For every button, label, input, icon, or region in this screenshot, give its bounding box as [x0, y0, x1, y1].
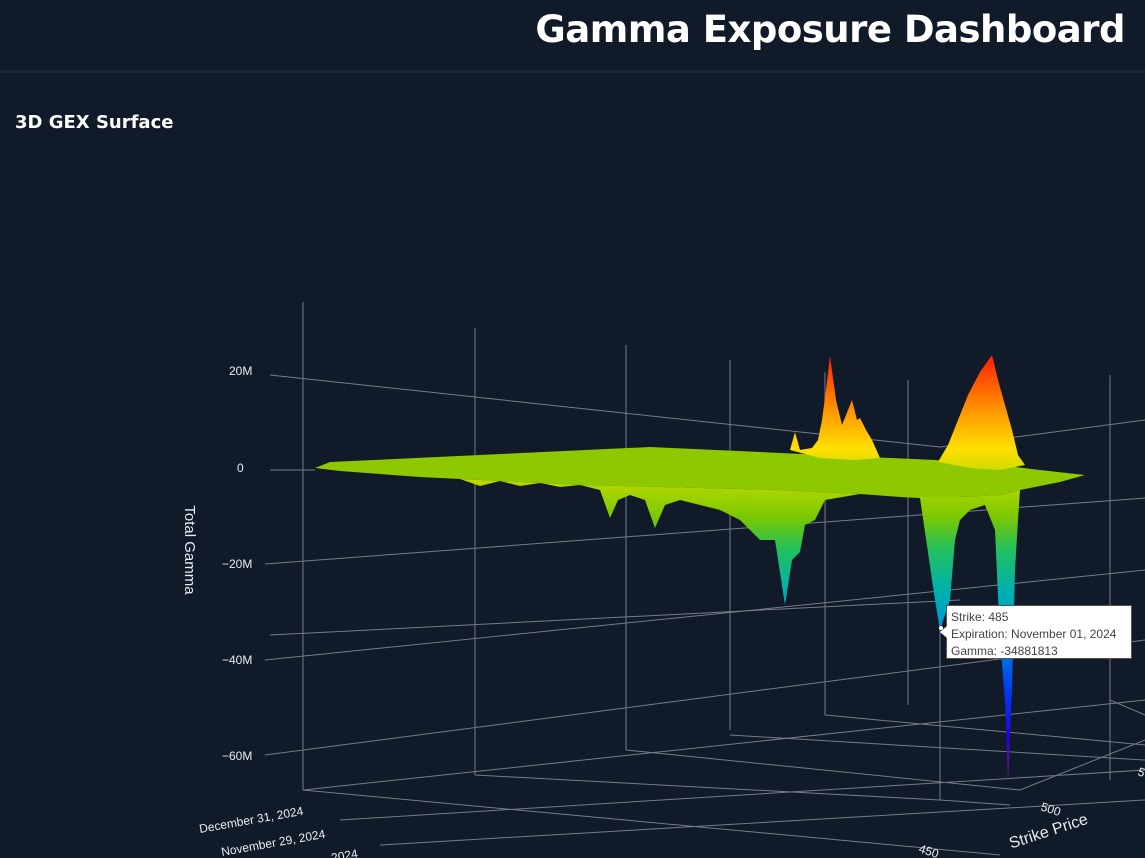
- surface-peak-right: [938, 355, 1025, 470]
- y-tick: 2024: [330, 846, 359, 858]
- z-tick: 20M: [229, 364, 252, 378]
- hover-tooltip: Strike: 485 Expiration: November 01, 202…: [940, 605, 1132, 659]
- y-tick: November 29, 2024: [220, 827, 327, 858]
- y-axis-ticks: December 31, 2024 November 29, 2024 2024: [198, 804, 359, 858]
- z-tick: −60M: [222, 749, 252, 763]
- surface-peak-left: [790, 356, 880, 460]
- dashboard-header: Gamma Exposure Dashboard: [0, 0, 1145, 73]
- x-tick: 5: [1136, 765, 1145, 780]
- z-axis-label: Total Gamma: [181, 505, 198, 595]
- z-axis-ticks: 20M 0 −20M −40M −60M: [222, 364, 252, 763]
- z-tick: 0: [237, 461, 244, 475]
- surface-sheet: [315, 447, 1085, 497]
- x-tick: 500: [1039, 800, 1063, 820]
- tooltip-expiration: Expiration: November 01, 2024: [951, 627, 1117, 641]
- surface-front: [315, 468, 1020, 780]
- tooltip-gamma: Gamma: -34881813: [951, 644, 1058, 658]
- grid-lines: [264, 302, 1145, 856]
- x-axis-label: Strike Price: [1007, 811, 1090, 852]
- x-tick: 450: [917, 842, 941, 858]
- y-tick: December 31, 2024: [198, 804, 305, 836]
- tooltip-strike: Strike: 485: [951, 610, 1009, 624]
- z-tick: −40M: [222, 653, 252, 667]
- dashboard-title: Gamma Exposure Dashboard: [535, 8, 1125, 51]
- x-axis-ticks: 450 500 5: [917, 765, 1145, 858]
- panel-title: 3D GEX Surface: [15, 112, 174, 133]
- gamma-surface[interactable]: [315, 355, 1085, 780]
- z-tick: −20M: [222, 557, 252, 571]
